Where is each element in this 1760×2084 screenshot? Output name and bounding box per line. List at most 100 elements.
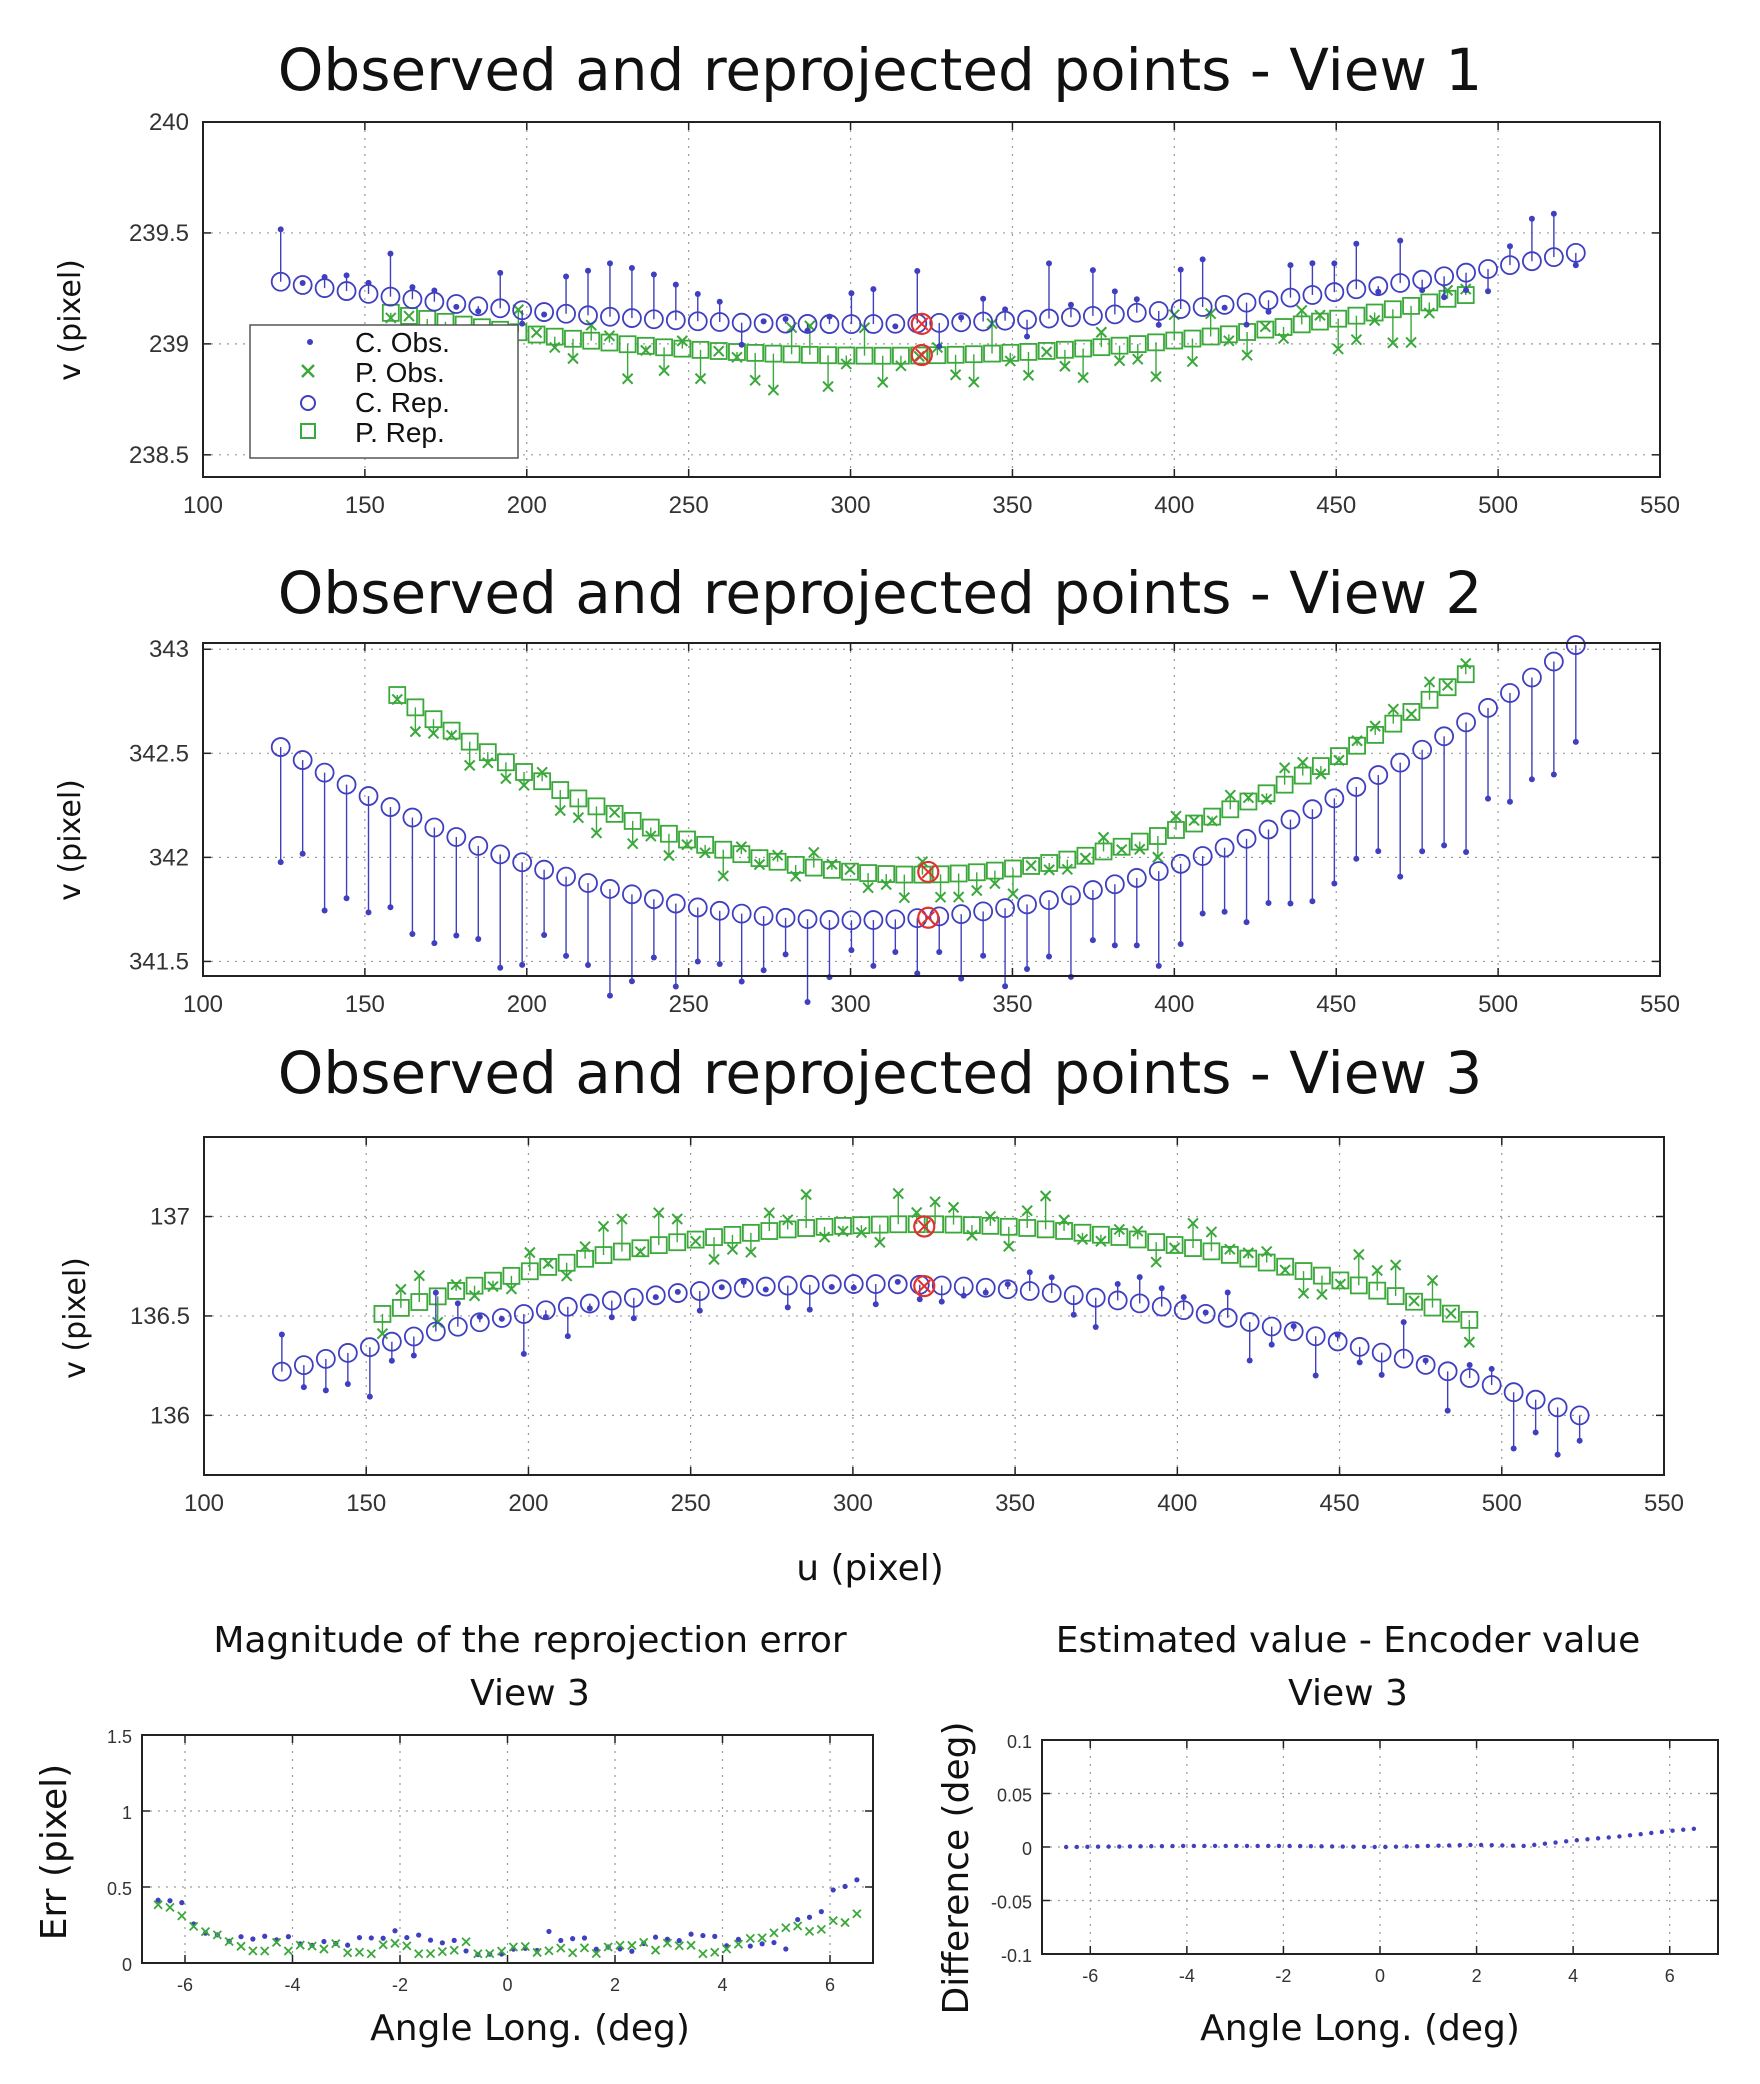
difference-point [1691, 1826, 1697, 1832]
camera-reprojected-point [534, 302, 555, 322]
projector-observed-point [1168, 1242, 1181, 1254]
camera-reprojected-point [358, 786, 379, 806]
projector-reprojected-point [1420, 690, 1439, 709]
projector-observed-point [767, 384, 780, 396]
projector-error-point [402, 1941, 412, 1951]
camera-observed-point [870, 286, 877, 293]
projector-error-point [271, 1937, 282, 1947]
camera-reprojected-point [755, 1276, 776, 1297]
y-tick-label: 0.5 [107, 1879, 132, 1899]
projector-reprojected-point [1167, 821, 1185, 839]
projector-reprojected-point [981, 1216, 1000, 1235]
camera-reprojected-point [1239, 1312, 1260, 1332]
camera-reprojected-point [578, 305, 598, 326]
camera-reprojected-point [380, 286, 401, 307]
y-tick-label: 0 [122, 1955, 132, 1975]
camera-error-point [676, 1938, 682, 1944]
projector-reprojected-point [852, 1216, 871, 1235]
camera-observed-point [365, 909, 372, 916]
projector-observed-point [808, 846, 820, 859]
camera-reprojected-point [1543, 247, 1564, 268]
projector-reprojected-point [1460, 1311, 1479, 1329]
camera-error-point [747, 1943, 753, 1949]
camera-reprojected-point [1390, 752, 1411, 773]
camera-reprojected-point [885, 909, 906, 930]
camera-reprojected-point [1061, 885, 1081, 906]
y-tick-label: 342 [149, 844, 189, 871]
x-tick-label: -2 [1275, 1966, 1291, 1986]
projector-error-point [568, 1948, 578, 1958]
x-tick-label: -6 [177, 1975, 193, 1995]
camera-reprojected-point [731, 312, 752, 333]
x-tick-label: 2 [1472, 1966, 1482, 1986]
camera-reprojected-point [1214, 294, 1235, 315]
camera-observed-point [388, 1357, 395, 1364]
projector-error-point [532, 1947, 542, 1958]
data-marks-difference [1063, 1826, 1697, 1850]
camera-observed-point [606, 992, 613, 999]
camera-reprojected-point [689, 1281, 710, 1301]
camera-observed-point [936, 343, 943, 350]
highlighted-point-cross [915, 348, 929, 362]
camera-reprojected-point [1302, 285, 1323, 305]
projector-observed-point [984, 1210, 997, 1223]
camera-reprojected-point [270, 271, 291, 292]
camera-observed-point [1158, 1285, 1165, 1292]
projector-reprojected-point [1276, 1257, 1295, 1276]
y-tick-label: 0 [1022, 1839, 1032, 1859]
projector-reprojected-point [1402, 296, 1420, 315]
camera-observed-point [1550, 771, 1557, 778]
difference-point [1117, 1844, 1122, 1849]
camera-error-point [262, 1933, 268, 1939]
grid-view-2 [203, 643, 1660, 976]
highlighted-point [910, 312, 933, 336]
projector-reprojected-point [1185, 814, 1203, 833]
camera-reprojected-point [1459, 1368, 1480, 1388]
camera-error-point [179, 1900, 185, 1906]
projector-reprojected-point [1036, 1220, 1055, 1239]
projector-reprojected-point [527, 325, 546, 344]
projector-observed-point [413, 1269, 425, 1282]
camera-observed-point [410, 1352, 417, 1359]
camera-observed-point [299, 850, 306, 857]
projector-observed-point [1371, 1264, 1383, 1277]
projector-error-point [307, 1941, 317, 1951]
projector-error-point [473, 1949, 483, 1959]
camera-reprojected-point [1415, 1354, 1436, 1375]
difference-point [1202, 1843, 1207, 1849]
camera-reprojected-point [1368, 276, 1389, 297]
projector-reprojected-point [1165, 331, 1184, 350]
camera-observed-point [716, 298, 723, 305]
projector-reprojected-point [985, 861, 1004, 880]
camera-observed-point [1111, 942, 1118, 949]
difference-point [1191, 1843, 1197, 1849]
projector-observed-point [1423, 676, 1436, 688]
projector-reprojected-point [442, 721, 461, 740]
projector-observed-point [1242, 1247, 1254, 1259]
camera-reprojected-point [1148, 861, 1169, 882]
camera-reprojected-point [1522, 667, 1542, 688]
projector-observed-point [895, 360, 907, 372]
difference-point [1372, 1844, 1377, 1850]
camera-observed-point [872, 1301, 879, 1308]
difference-point [1234, 1843, 1239, 1849]
camera-reprojected-point [1569, 1405, 1590, 1426]
camera-observed-point [738, 978, 745, 985]
difference-point [1574, 1838, 1580, 1843]
legend-box [249, 324, 519, 459]
projector-reprojected-point [1274, 318, 1293, 336]
projector-reprojected-point [1366, 725, 1385, 744]
camera-reprojected-point [1126, 302, 1147, 323]
chart-title-difference-line-1: Estimated value - Encoder value [1056, 1620, 1640, 1661]
camera-reprojected-point [1192, 846, 1213, 866]
projector-observed-point [1007, 888, 1019, 900]
camera-reprojected-point [557, 1296, 578, 1317]
projector-observed-point [1113, 354, 1126, 367]
projector-observed-point [1389, 1259, 1402, 1271]
projector-error-point [319, 1944, 329, 1954]
camera-error-point [250, 1936, 256, 1942]
difference-point [1542, 1841, 1548, 1846]
projector-error-point [165, 1902, 175, 1913]
y-tick-label: 136 [150, 1402, 190, 1429]
projector-reprojected-point [1203, 807, 1222, 826]
